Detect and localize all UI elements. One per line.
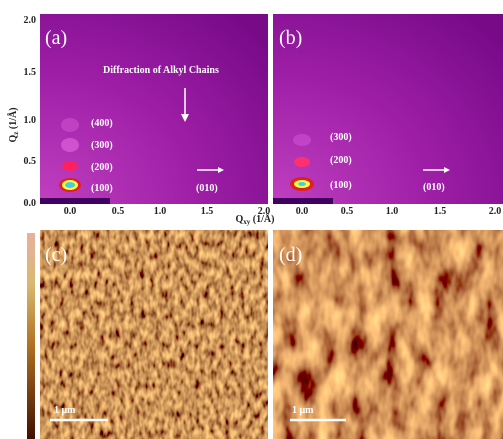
peak-label: (100) [330, 180, 352, 191]
x-tick-label: 0.0 [64, 206, 77, 217]
peak-label: (100) [91, 183, 113, 194]
x-tick-label: 1.0 [386, 206, 399, 217]
x-tick-label: 1.0 [154, 206, 167, 217]
scale-bar-label: 1 μm [292, 405, 314, 416]
giwaxs-image-b [273, 14, 503, 204]
panel-label: (b) [279, 27, 302, 49]
y-label-unit: (1/Å) [7, 107, 19, 131]
y-tick-label: 2.0 [24, 15, 37, 26]
x-tick-label: 0.0 [296, 206, 309, 217]
x-tick-label: 1.5 [201, 206, 214, 217]
peak-label: (200) [330, 155, 352, 166]
x-tick-label: 2.0 [258, 206, 271, 217]
peak-label: (400) [91, 118, 113, 129]
scale-bar-label: 1 μm [54, 405, 76, 416]
x-tick-label: 1.5 [434, 206, 447, 217]
panel-label: (d) [279, 244, 302, 266]
annotation: Diffraction of Alkyl Chains [103, 65, 219, 76]
y-tick-label: 0.0 [24, 198, 37, 209]
x-tick-label: 0.5 [112, 206, 125, 217]
giwaxs-image-a [40, 14, 268, 204]
figure: Qz (1/Å) Qxy (1/Å) 2.01.51.00.50.00.00.0… [0, 0, 503, 439]
y-tick-label: 1.5 [24, 67, 37, 78]
panel-label: (c) [45, 244, 67, 266]
peak-label: (010) [423, 182, 445, 193]
y-axis-label: Qz (1/Å) [7, 107, 20, 142]
y-tick-label: 1.0 [24, 115, 37, 126]
x-tick-label: 2.0 [489, 206, 502, 217]
colorbar [27, 233, 35, 439]
peak-label: (200) [91, 162, 113, 173]
peak-label: (300) [91, 140, 113, 151]
x-tick-label: 0.5 [341, 206, 354, 217]
panel-label: (a) [45, 27, 67, 49]
peak-label: (300) [330, 132, 352, 143]
y-tick-label: 0.5 [24, 156, 37, 167]
peak-label: (010) [196, 183, 218, 194]
